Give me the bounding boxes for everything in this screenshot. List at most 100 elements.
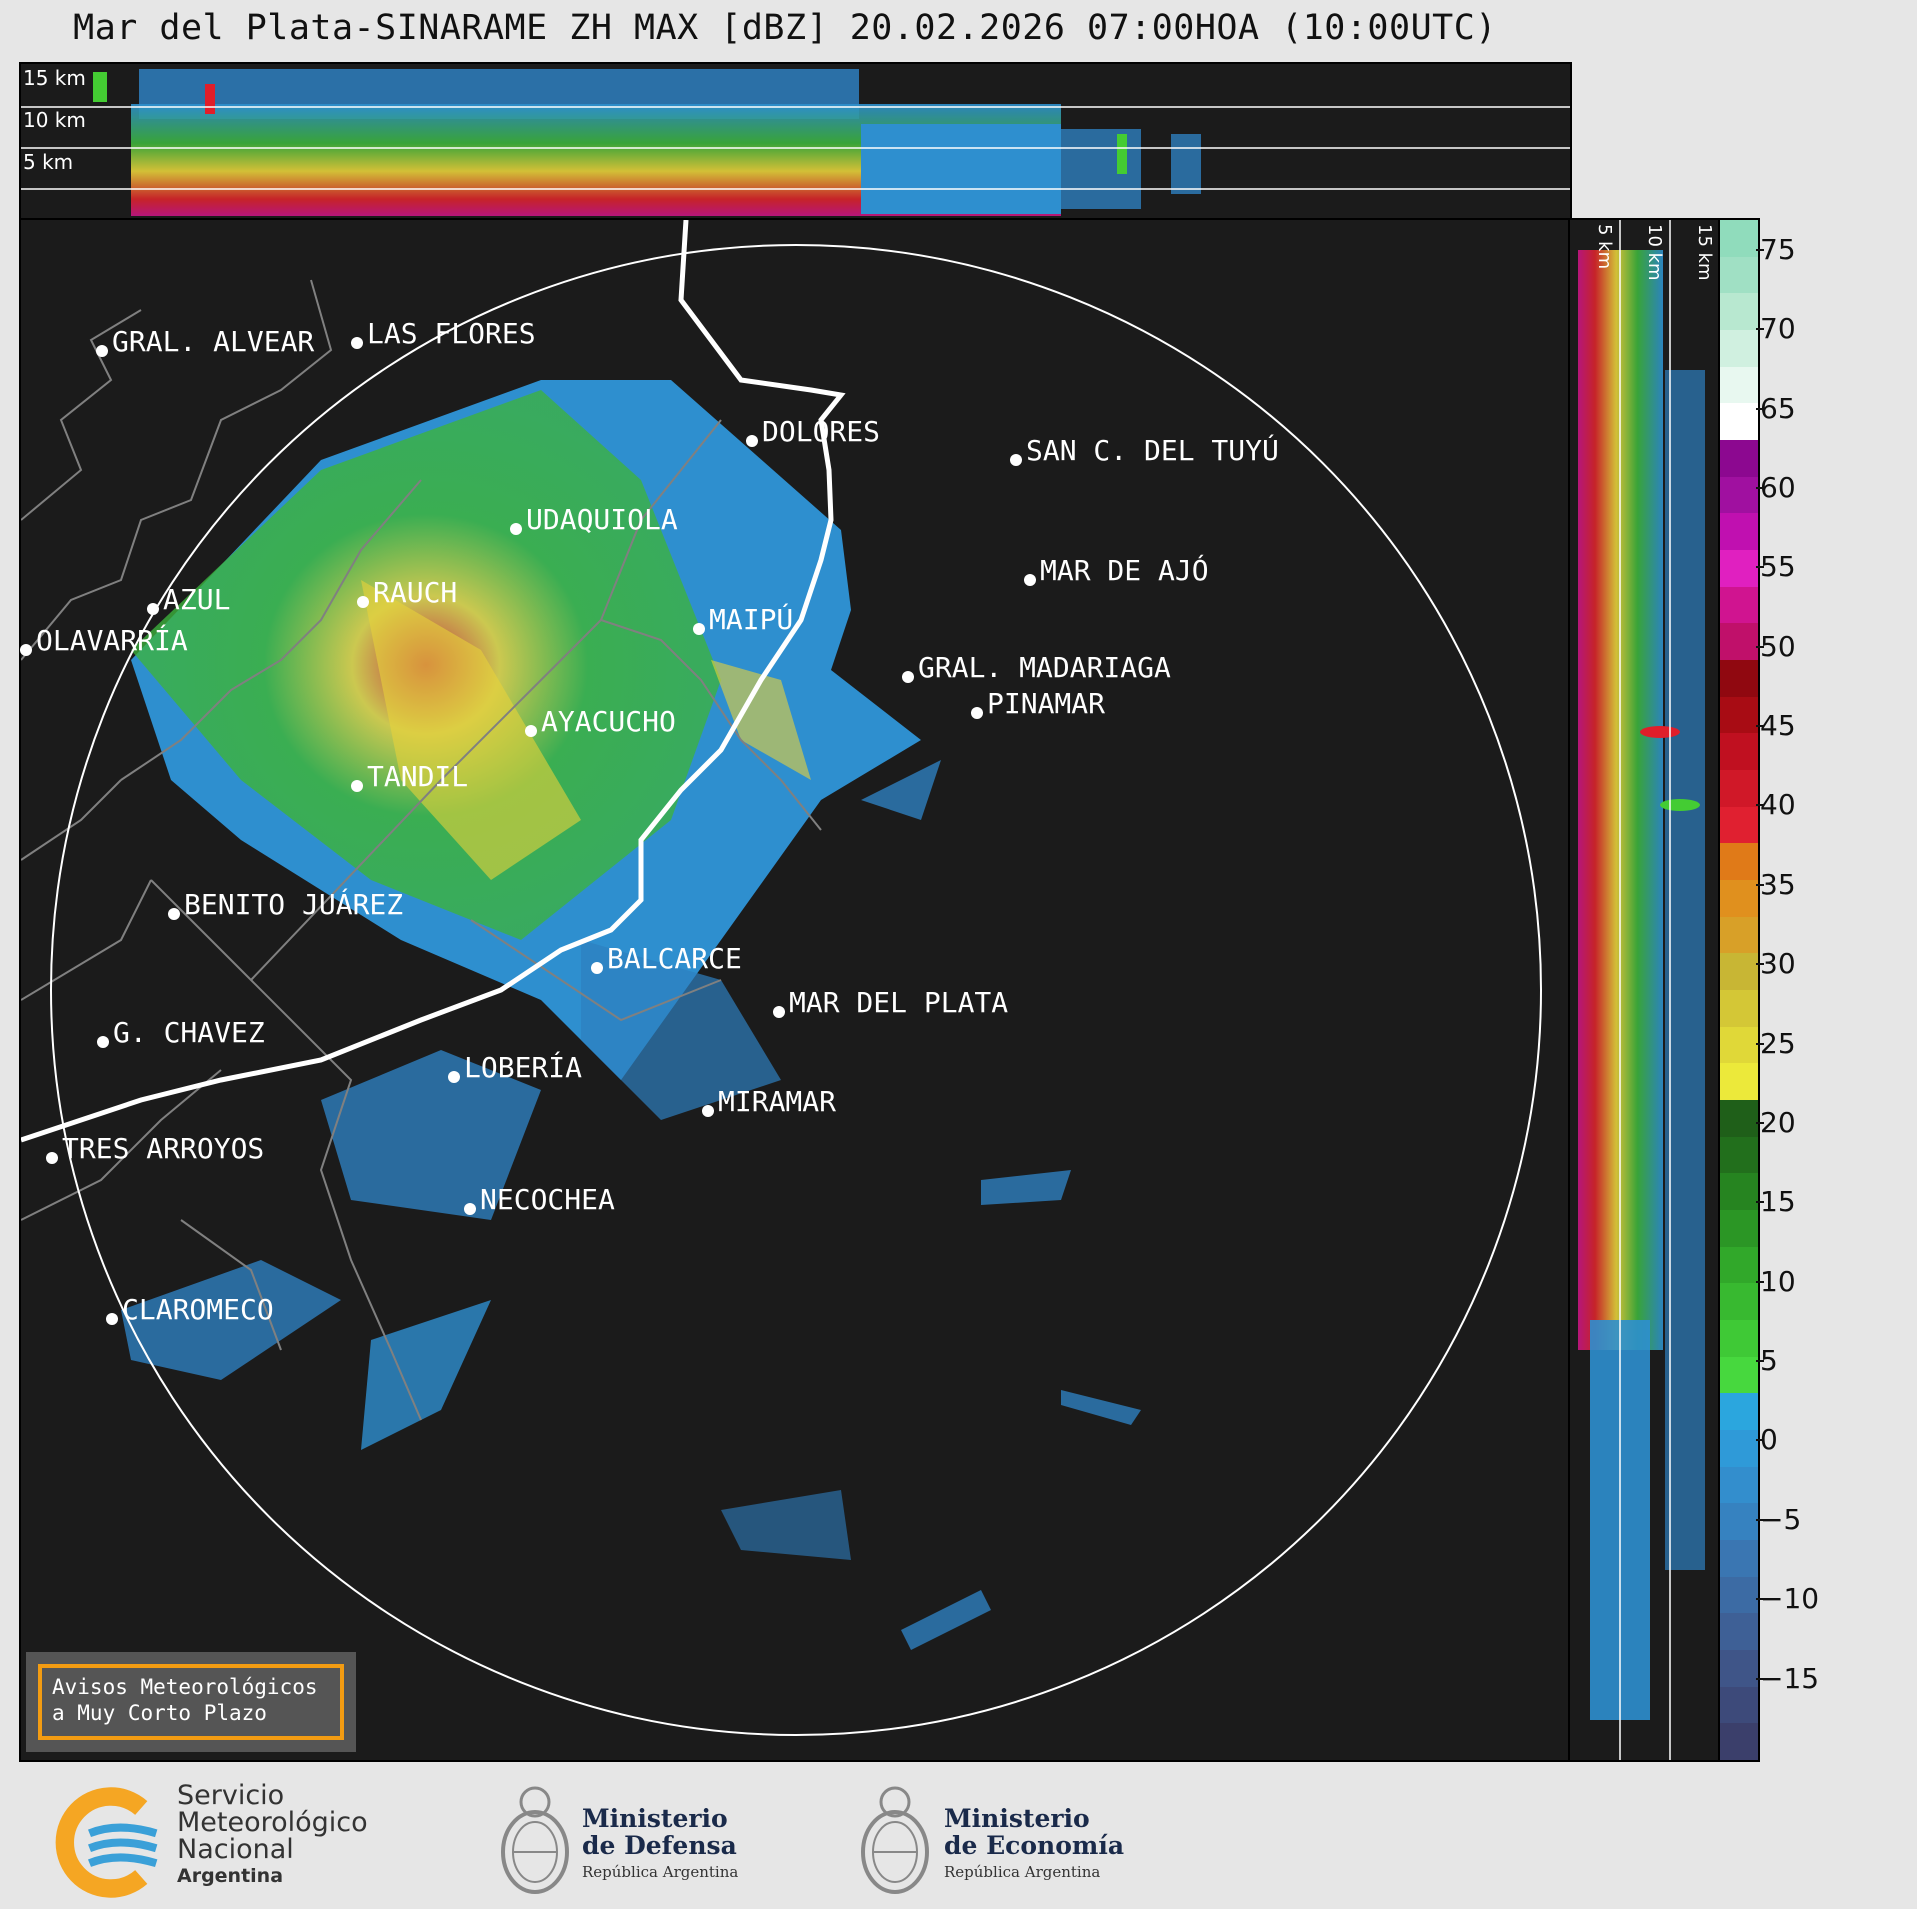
colorbar-segment bbox=[1720, 293, 1758, 331]
colorbar-tick-mark bbox=[1756, 1121, 1764, 1124]
economia-line2: de Economía bbox=[944, 1831, 1125, 1860]
city-marker bbox=[464, 1203, 476, 1215]
city-label: MAR DE AJÓ bbox=[1040, 554, 1209, 587]
smn-text: Servicio Meteorológico Nacional Argentin… bbox=[177, 1782, 368, 1890]
city-label: MAR DEL PLATA bbox=[789, 986, 1009, 1019]
colorbar-segment bbox=[1720, 1686, 1758, 1724]
colorbar-tick-label: 40 bbox=[1760, 788, 1796, 822]
colorbar-segment bbox=[1720, 660, 1758, 698]
colorbar-tick-mark bbox=[1756, 804, 1764, 807]
altitude-label-5km: 5 km bbox=[23, 150, 74, 174]
colorbar-segment bbox=[1720, 1246, 1758, 1284]
colorbar-segment bbox=[1720, 1100, 1758, 1138]
altitude-label-10km: 10 km bbox=[23, 108, 86, 132]
city-label: TANDIL bbox=[367, 760, 469, 793]
city-marker bbox=[357, 596, 369, 608]
colorbar-segment bbox=[1720, 1320, 1758, 1358]
city-marker bbox=[702, 1105, 714, 1117]
colorbar-tick-mark bbox=[1756, 328, 1764, 331]
city-label: G. CHAVEZ bbox=[113, 1016, 265, 1049]
colorbar-segment bbox=[1720, 440, 1758, 478]
avisos-line1: Avisos Meteorológicos bbox=[52, 1675, 318, 1699]
colorbar-segment bbox=[1720, 1430, 1758, 1468]
defensa-line3: República Argentina bbox=[582, 1863, 739, 1881]
range-ring bbox=[50, 244, 1542, 1736]
colorbar-segment bbox=[1720, 1723, 1758, 1761]
city-label: SAN C. DEL TUYÚ bbox=[1026, 434, 1279, 467]
colorbar-segment bbox=[1720, 256, 1758, 294]
city-label: UDAQUIOLA bbox=[526, 503, 678, 536]
city-label: GRAL. MADARIAGA bbox=[918, 651, 1171, 684]
city-label: RAUCH bbox=[373, 576, 458, 609]
colorbar-tick-mark bbox=[1756, 1518, 1764, 1521]
colorbar-segment bbox=[1720, 806, 1758, 844]
colorbar-segment bbox=[1720, 770, 1758, 808]
colorbar-tick-mark bbox=[1756, 645, 1764, 648]
colorbar-tick-mark bbox=[1756, 883, 1764, 886]
colorbar-segment bbox=[1720, 623, 1758, 661]
side-altitude-label-5km: 5 km bbox=[1594, 224, 1615, 270]
dbz-colorbar bbox=[1718, 218, 1760, 1762]
avisos-box: Avisos Meteorológicos a Muy Corto Plazo bbox=[26, 1652, 356, 1752]
colorbar-segment bbox=[1720, 366, 1758, 404]
colorbar-tick-label: 60 bbox=[1760, 470, 1796, 504]
city-marker bbox=[510, 523, 522, 535]
smn-line2: Meteorológico bbox=[177, 1807, 368, 1838]
colorbar-segment bbox=[1720, 1576, 1758, 1614]
smn-logo-icon bbox=[55, 1787, 158, 1898]
city-marker bbox=[902, 671, 914, 683]
colorbar-segment bbox=[1720, 1136, 1758, 1174]
colorbar-tick-label: 20 bbox=[1760, 1105, 1796, 1139]
colorbar-tick-label: 15 bbox=[1760, 1185, 1796, 1219]
defensa-line2: de Defensa bbox=[582, 1831, 737, 1860]
colorbar-segment bbox=[1720, 990, 1758, 1028]
colorbar-tick-mark bbox=[1756, 486, 1764, 489]
city-marker bbox=[168, 908, 180, 920]
colorbar-tick-mark bbox=[1756, 963, 1764, 966]
colorbar-tick-mark bbox=[1756, 566, 1764, 569]
side-altitude-label-15km: 15 km bbox=[1694, 224, 1715, 281]
colorbar-segment bbox=[1720, 330, 1758, 368]
top-cross-section-panel: 15 km 10 km 5 km bbox=[19, 62, 1572, 220]
district-borders bbox=[21, 279, 822, 1421]
colorbar-segment bbox=[1720, 1466, 1758, 1504]
colorbar-segment bbox=[1720, 1540, 1758, 1578]
colorbar-segment bbox=[1720, 696, 1758, 734]
city-label: MAIPÚ bbox=[709, 603, 794, 636]
colorbar-segment bbox=[1720, 733, 1758, 771]
altitude-label-15km: 15 km bbox=[23, 66, 86, 90]
colorbar-tick-label: 65 bbox=[1760, 391, 1796, 425]
colorbar-segment bbox=[1720, 1356, 1758, 1394]
city-marker bbox=[20, 644, 32, 656]
economia-line3: República Argentina bbox=[944, 1863, 1101, 1881]
top-cross-section bbox=[21, 69, 1570, 216]
smn-line3: Nacional bbox=[177, 1834, 294, 1865]
city-marker bbox=[693, 623, 705, 635]
colorbar-segment bbox=[1720, 586, 1758, 624]
colorbar-segment bbox=[1720, 1393, 1758, 1431]
city-marker bbox=[106, 1313, 118, 1325]
city-label: NECOCHEA bbox=[480, 1183, 615, 1216]
colorbar-tick-label: −5 bbox=[1760, 1502, 1802, 1536]
colorbar-tick-label: 0 bbox=[1760, 1423, 1778, 1457]
city-label: LAS FLORES bbox=[367, 317, 536, 350]
colorbar-tick-label: 55 bbox=[1760, 550, 1796, 584]
economia-line1: Ministerio bbox=[944, 1804, 1090, 1833]
colorbar-tick-mark bbox=[1756, 725, 1764, 728]
colorbar-segment bbox=[1720, 880, 1758, 918]
side-altitude-label-10km: 10 km bbox=[1644, 224, 1665, 281]
city-marker bbox=[746, 435, 758, 447]
coastline bbox=[21, 220, 846, 1143]
colorbar-segment bbox=[1720, 1210, 1758, 1248]
city-label: AYACUCHO bbox=[541, 705, 676, 738]
colorbar-tick-label: 45 bbox=[1760, 709, 1796, 743]
colorbar-tick-label: −15 bbox=[1760, 1661, 1820, 1695]
city-label: PINAMAR bbox=[987, 687, 1106, 720]
colorbar-tick-mark bbox=[1756, 248, 1764, 251]
colorbar-tick-label: 10 bbox=[1760, 1264, 1796, 1298]
city-label: LOBERÍA bbox=[464, 1051, 583, 1084]
defensa-line1: Ministerio bbox=[582, 1804, 728, 1833]
colorbar-tick-mark bbox=[1756, 1201, 1764, 1204]
colorbar-segment bbox=[1720, 1503, 1758, 1541]
city-label: OLAVARRÍA bbox=[36, 624, 188, 657]
